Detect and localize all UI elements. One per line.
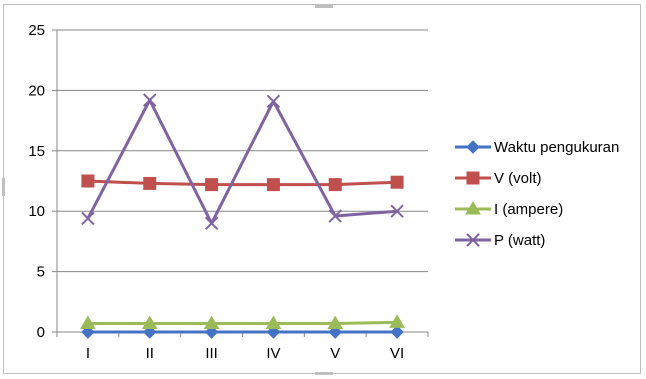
legend-entry: V (volt) [455, 170, 542, 187]
y-tick-label: 20 [28, 82, 45, 99]
data-point-p-watt [204, 216, 219, 230]
marker-stroke [81, 211, 95, 226]
legend-label: P (watt) [494, 232, 545, 249]
data-point-p-watt [390, 204, 404, 218]
legend-marker [465, 201, 481, 215]
data-point-p-watt [143, 93, 157, 107]
data-point-i-ampere [389, 314, 405, 328]
series-line-i-ampere [87, 320, 398, 326]
legend-label: I (ampere) [494, 201, 563, 218]
data-point-p-watt [81, 211, 95, 226]
legend-marker [466, 171, 480, 185]
series-line-p-watt [86, 98, 398, 225]
data-point-v-volt [266, 178, 280, 192]
series-i-ampere [80, 314, 405, 330]
resize-handle-bottom[interactable] [315, 372, 333, 375]
x-tick-label: IV [266, 345, 280, 362]
data-point-i-ampere [265, 315, 282, 330]
y-tick-label: 5 [37, 264, 45, 281]
legend-marker [466, 233, 480, 247]
x-tick-label: I [86, 345, 90, 362]
marker-stroke [390, 204, 404, 218]
data-point-v-volt [328, 178, 342, 192]
marker-stroke [204, 216, 219, 230]
data-point-i-ampere [141, 315, 158, 330]
data-point-waktu-pengukuran [390, 325, 404, 339]
data-point-i-ampere [203, 315, 220, 330]
y-tick-label: 15 [28, 143, 45, 160]
data-point-i-ampere [327, 315, 344, 330]
y-axis-tick-labels: 0 5 10 15 20 25 [28, 22, 45, 341]
legend: Waktu pengukuran V (volt) I (ampere) P (wat… [455, 139, 619, 249]
legend-label: V (volt) [494, 170, 542, 187]
marker-stroke [266, 94, 281, 108]
legend-entry: P (watt) [455, 232, 545, 249]
data-point-p-watt [328, 209, 342, 223]
x-tick-label: V [330, 345, 340, 362]
x-axis-tick-labels: I II III IV V VI [86, 345, 404, 362]
data-point-i-ampere [80, 315, 96, 330]
resize-handle-left[interactable] [2, 178, 5, 196]
x-tick-label: VI [390, 345, 404, 362]
series-v-volt [81, 174, 404, 192]
legend-entry: Waktu pengukuran [455, 139, 619, 156]
gridlines [57, 29, 428, 273]
data-point-v-volt [81, 174, 95, 188]
data-point-v-volt [143, 176, 157, 190]
series-group [80, 93, 405, 339]
marker-stroke [143, 93, 157, 107]
y-tick-label: 0 [37, 324, 45, 341]
data-point-v-volt [390, 175, 404, 189]
series-line-v-volt [87, 179, 398, 187]
legend-label: Waktu pengukuran [494, 139, 619, 156]
data-point-v-volt [205, 178, 219, 192]
marker-stroke [328, 209, 342, 223]
series-p-watt [81, 93, 404, 230]
x-tick-label: II [146, 345, 154, 362]
resize-handle-top[interactable] [315, 5, 333, 8]
x-tick-label: III [205, 345, 218, 362]
marker-stroke [466, 233, 480, 247]
legend-marker [466, 140, 480, 154]
y-tick-label: 25 [28, 22, 45, 39]
data-point-p-watt [266, 94, 281, 108]
y-tick-label: 10 [28, 203, 45, 220]
legend-entry: I (ampere) [455, 201, 563, 218]
